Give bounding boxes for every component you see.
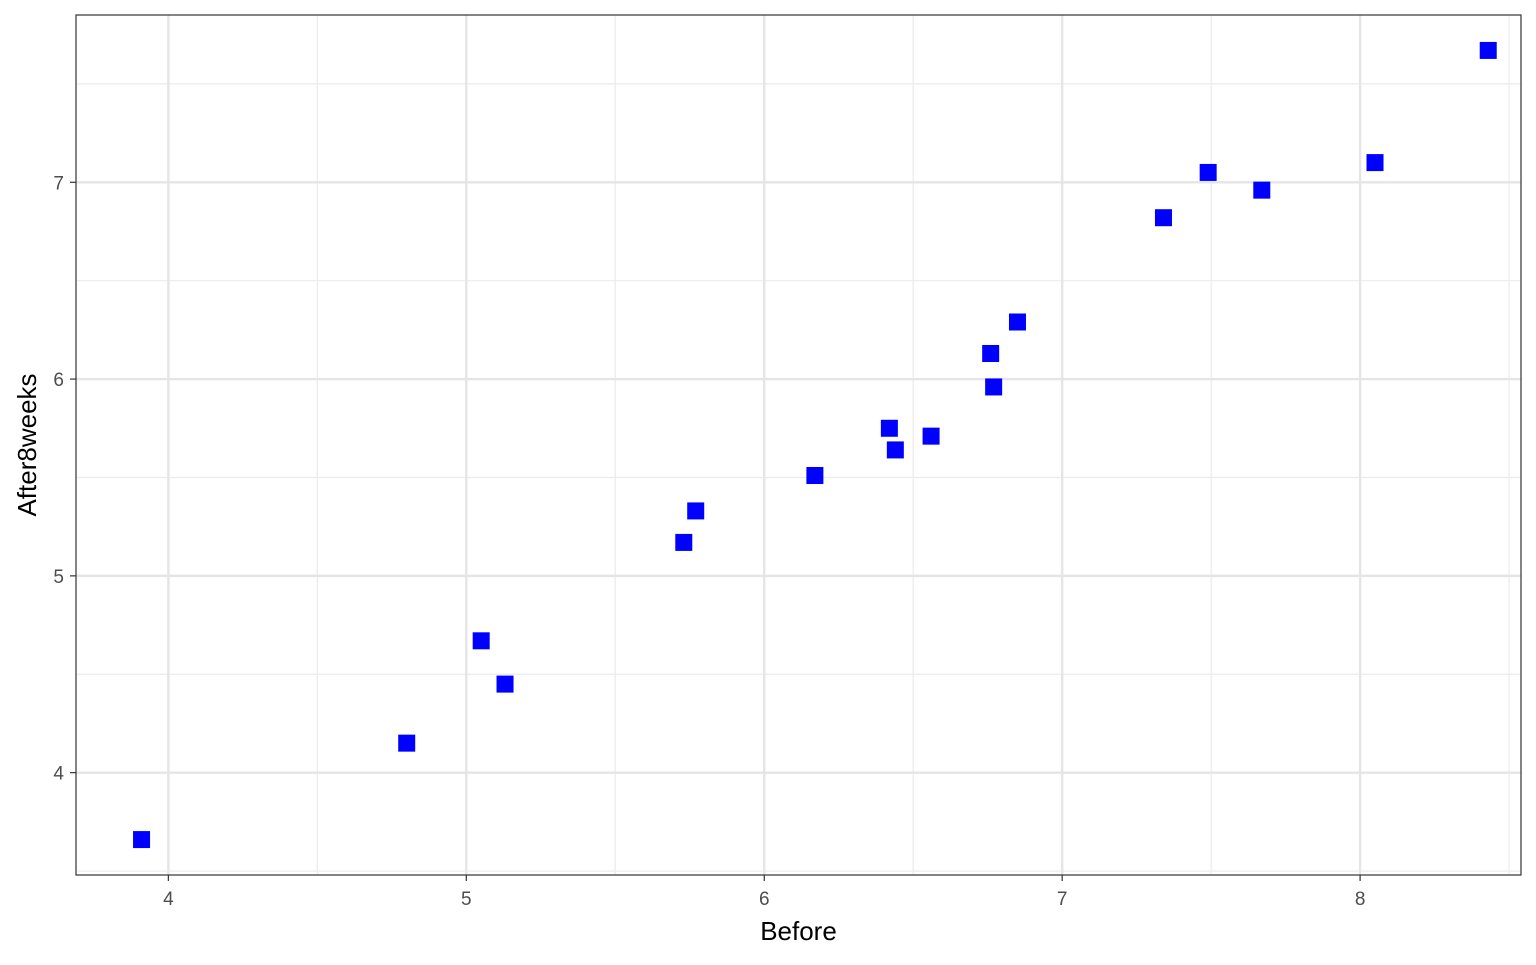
data-point xyxy=(880,419,898,437)
data-point xyxy=(687,502,705,520)
y-axis: 4 5 6 7 xyxy=(53,173,76,785)
data-point xyxy=(675,533,693,551)
panel-border xyxy=(75,14,1522,876)
data-point xyxy=(1154,209,1172,227)
data-point xyxy=(806,467,824,485)
data-point xyxy=(1253,181,1271,199)
data-points xyxy=(133,41,1497,849)
data-point xyxy=(922,427,940,445)
x-tick-label: 6 xyxy=(759,889,770,910)
x-tick-label: 7 xyxy=(1057,889,1068,910)
x-tick-label: 8 xyxy=(1355,889,1366,910)
data-point xyxy=(472,632,490,650)
data-point xyxy=(1199,163,1217,181)
x-tick-label: 4 xyxy=(163,889,174,910)
y-axis-label: After8weeks xyxy=(12,373,42,516)
data-point xyxy=(985,378,1003,396)
minor-gridlines xyxy=(76,15,1521,875)
y-tick-label: 6 xyxy=(53,370,64,391)
data-point xyxy=(1479,41,1497,59)
data-point xyxy=(886,441,904,459)
data-point xyxy=(398,734,416,752)
data-point xyxy=(496,675,514,693)
data-point xyxy=(982,344,1000,362)
y-tick-label: 5 xyxy=(53,567,64,588)
y-tick-label: 7 xyxy=(53,173,64,194)
x-axis: 4 5 6 7 8 xyxy=(163,875,1365,910)
data-point xyxy=(1008,313,1026,331)
y-tick-label: 4 xyxy=(53,764,64,785)
x-axis-label: Before xyxy=(760,916,837,946)
x-tick-label: 5 xyxy=(461,889,472,910)
major-gridlines xyxy=(76,15,1521,875)
data-point xyxy=(1366,154,1384,172)
data-point xyxy=(133,831,151,849)
